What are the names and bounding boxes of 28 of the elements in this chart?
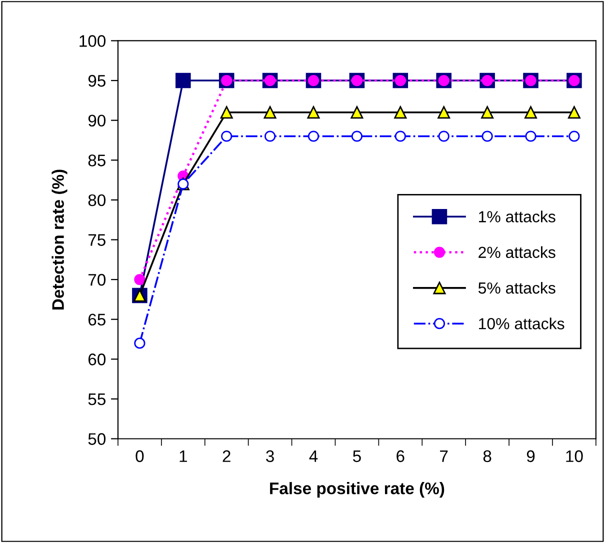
y-axis-title: Detection rate (%) — [52, 170, 68, 310]
y-tick-label: 55 — [88, 394, 106, 406]
legend-label: 10% attacks — [479, 318, 564, 330]
x-tick-label: 3 — [266, 450, 274, 462]
x-tick-label: 2 — [222, 450, 230, 462]
x-tick-label: 1 — [180, 450, 187, 462]
legend-label: 1% attacks — [479, 210, 556, 222]
x-tick-label: 4 — [309, 450, 318, 462]
y-tick-label: 85 — [88, 154, 106, 166]
x-tick-label: 8 — [483, 450, 492, 462]
legend-label: 2% attacks — [478, 246, 556, 258]
x-tick-label: 5 — [352, 450, 361, 462]
y-tick-label: 90 — [88, 114, 106, 127]
y-tick-label: 60 — [88, 354, 106, 366]
y-tick-label: 95 — [88, 74, 106, 87]
y-tick-label: 65 — [88, 314, 106, 326]
y-tick-label: 50 — [88, 433, 106, 445]
x-tick-label: 7 — [440, 450, 448, 462]
legend-label: 5% attacks — [478, 282, 556, 294]
y-tick-label: 70 — [88, 274, 106, 286]
x-tick-label: 10 — [566, 450, 583, 462]
y-tick-label: 100 — [80, 35, 106, 47]
x-tick-label: 0 — [136, 450, 144, 462]
x-tick-label: 6 — [396, 450, 404, 462]
y-tick-label: 80 — [88, 194, 106, 206]
x-tick-label: 9 — [526, 450, 535, 462]
x-axis-title: False positive rate (%) — [270, 482, 444, 498]
y-tick-label: 75 — [88, 234, 106, 246]
